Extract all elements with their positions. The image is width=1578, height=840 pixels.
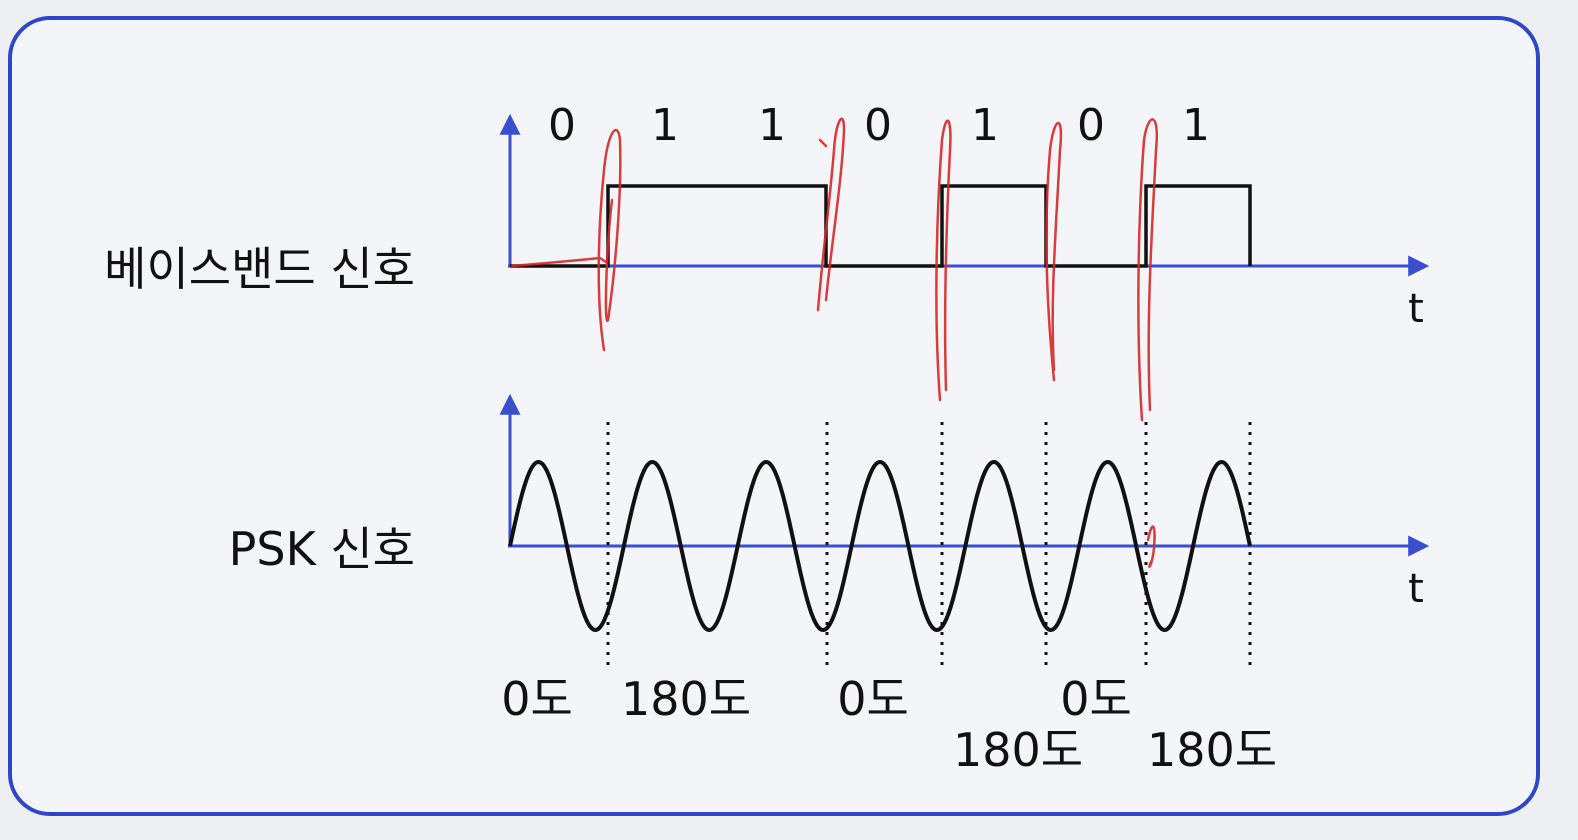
psk-waveform [508, 459, 1252, 633]
red-scribble [816, 117, 846, 312]
bit-label: 0 [1077, 100, 1105, 151]
phase-label: 180도 [1147, 723, 1277, 777]
red-scribble [1146, 525, 1156, 568]
bit-label: 1 [651, 100, 679, 151]
red-scribble [818, 138, 828, 148]
phase-label: 0도 [501, 672, 573, 726]
bit-label: 1 [758, 100, 786, 151]
red-scribble [1045, 121, 1063, 382]
red-annotations [510, 117, 1159, 568]
phase-label: 180도 [953, 723, 1083, 777]
phase-label: 180도 [621, 672, 751, 726]
baseband-waveform [510, 184, 1252, 268]
baseband-label: 베이스밴드 신호 [104, 242, 415, 296]
psk-label: PSK 신호 [229, 522, 415, 576]
red-scribble [1137, 118, 1159, 422]
bit-label: 0 [864, 100, 892, 151]
baseband-t-label: t [1408, 286, 1424, 332]
phase-label: 0도 [837, 672, 909, 726]
red-scribble [935, 119, 952, 402]
diagram-frame [8, 16, 1540, 816]
psk-t-label: t [1408, 566, 1424, 612]
bit-labels: 0 1 1 0 1 0 1 [548, 100, 1210, 151]
bit-label: 0 [548, 100, 576, 151]
bit-label: 1 [971, 100, 999, 151]
bit-boundaries [606, 422, 1252, 672]
red-scribble [597, 128, 622, 352]
bit-label: 1 [1182, 100, 1210, 151]
phase-label: 0도 [1060, 672, 1132, 726]
